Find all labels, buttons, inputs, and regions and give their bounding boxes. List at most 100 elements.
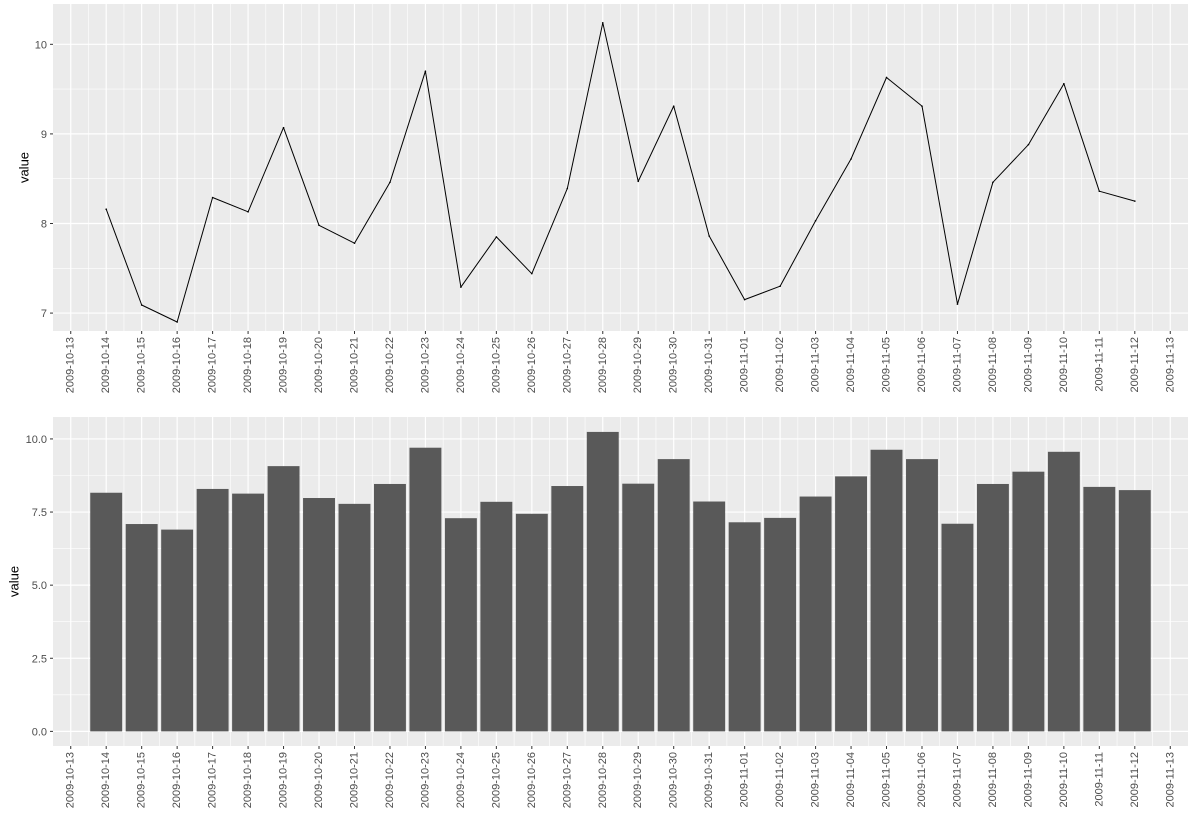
- bar-x-tick-label: 2009-10-27: [561, 752, 573, 808]
- bar-x-tick-label: 2009-11-01: [739, 752, 751, 807]
- line-x-axis: 2009-10-13 2009-10-14 2009-10-15 2009-10-16…: [65, 331, 1176, 393]
- bar-x-tick-label: 2009-11-10: [1058, 752, 1070, 807]
- line-x-tick-label: 2009-10-17: [207, 337, 219, 393]
- line-x-tick-label: 2009-10-13: [65, 337, 77, 393]
- bar-2009-11-09: [1012, 471, 1045, 732]
- bar-y-axis: 0.0 2.5 5.0 7.5 10.0: [26, 434, 53, 738]
- line-x-tick-label: 2009-10-30: [668, 337, 680, 393]
- bar-2009-11-10: [1047, 451, 1080, 732]
- line-point-2009-10-14: [105, 208, 108, 210]
- line-x-tick-label: 2009-10-19: [278, 337, 290, 393]
- bar-x-tick-label: 2009-11-08: [987, 752, 999, 807]
- bar-x-tick-label: 2009-10-31: [703, 752, 715, 808]
- line-points: [105, 22, 1136, 323]
- line-point-2009-11-09: [1027, 143, 1030, 146]
- line-x-tick-label: 2009-10-16: [171, 337, 183, 393]
- line-point-2009-10-16: [176, 321, 178, 323]
- bar-x-tick-label: 2009-10-17: [207, 752, 219, 808]
- line-point-2009-10-20: [318, 224, 320, 227]
- line-x-tick-label: 2009-11-12: [1129, 337, 1141, 392]
- bar-2009-10-21: [338, 503, 371, 732]
- line-y-tick-label: 7: [41, 308, 47, 320]
- bar-2009-11-01: [728, 522, 761, 732]
- bar-2009-11-07: [941, 523, 974, 732]
- line-x-tick-label: 2009-11-01: [739, 337, 751, 392]
- line-point-2009-10-27: [566, 187, 569, 190]
- line-point-2009-10-15: [140, 304, 143, 306]
- line-x-tick-label: 2009-10-23: [419, 337, 431, 393]
- line-x-tick-label: 2009-10-22: [384, 337, 396, 393]
- bar-x-tick-label: 2009-10-21: [348, 752, 360, 808]
- bar-2009-10-15: [125, 524, 158, 732]
- bar-2009-11-12: [1118, 490, 1151, 732]
- line-y-tick-label: 9: [41, 129, 47, 141]
- bar-x-tick-label: 2009-10-24: [455, 752, 467, 808]
- line-point-2009-10-21: [353, 242, 356, 245]
- line-x-tick-label: 2009-10-15: [136, 337, 148, 393]
- bar-x-tick-label: 2009-11-05: [881, 752, 893, 807]
- line-x-tick-label: 2009-11-10: [1058, 337, 1070, 392]
- line-point-2009-11-11: [1098, 190, 1101, 193]
- bar-2009-10-18: [232, 493, 265, 732]
- bar-x-tick-label: 2009-11-07: [951, 752, 963, 807]
- line-x-tick-label: 2009-11-02: [774, 337, 786, 392]
- bar-2009-10-24: [444, 518, 477, 732]
- bar-x-tick-label: 2009-10-23: [419, 752, 431, 808]
- bar-2009-10-28: [586, 431, 619, 732]
- line-x-tick-label: 2009-10-18: [242, 337, 254, 393]
- line-x-tick-label: 2009-10-31: [703, 337, 715, 393]
- bar-x-tick-label: 2009-11-02: [774, 752, 786, 807]
- bar-2009-10-14: [90, 492, 123, 732]
- bar-x-tick-label: 2009-10-19: [278, 752, 290, 808]
- line-point-2009-11-07: [956, 303, 959, 305]
- bar-x-tick-label: 2009-11-11: [1093, 752, 1105, 807]
- bar-2009-11-02: [764, 517, 797, 732]
- bar-x-tick-label: 2009-10-13: [65, 752, 77, 808]
- bar-2009-10-23: [409, 447, 442, 732]
- bar-y-axis-title: value: [7, 566, 22, 597]
- bar-x-tick-label: 2009-10-20: [313, 752, 325, 808]
- line-point-2009-10-28: [601, 22, 604, 24]
- line-x-tick-label: 2009-10-26: [526, 337, 538, 393]
- line-point-2009-10-22: [389, 181, 391, 184]
- bar-2009-11-06: [906, 459, 938, 732]
- line-point-2009-11-02: [779, 285, 781, 288]
- bar-x-tick-label: 2009-11-09: [1022, 752, 1034, 807]
- bar-y-tick-label: 7.5: [32, 507, 47, 519]
- bar-x-tick-label: 2009-10-28: [597, 752, 609, 808]
- bar-2009-10-19: [267, 466, 300, 732]
- bar-y-tick-label: 10.0: [26, 434, 47, 446]
- line-point-2009-10-23: [424, 70, 427, 72]
- line-point-2009-11-01: [743, 298, 746, 301]
- line-point-2009-11-03: [814, 220, 817, 222]
- line-y-tick-label: 8: [41, 218, 47, 230]
- bar-2009-11-03: [799, 496, 832, 732]
- line-x-tick-label: 2009-10-29: [632, 337, 644, 393]
- bar-2009-11-11: [1083, 486, 1116, 732]
- line-y-axis: 7 8 9 10: [35, 39, 53, 320]
- bar-2009-10-26: [515, 513, 548, 732]
- line-x-tick-label: 2009-11-03: [810, 337, 822, 392]
- line-x-tick-label: 2009-11-11: [1093, 337, 1105, 392]
- bar-2009-11-08: [976, 483, 1009, 732]
- line-point-2009-10-19: [282, 126, 285, 129]
- line-y-tick-label: 10: [35, 39, 47, 51]
- bar-x-tick-label: 2009-11-12: [1129, 752, 1141, 807]
- bar-x-tick-label: 2009-10-30: [668, 752, 680, 808]
- bar-x-tick-label: 2009-10-15: [136, 752, 148, 808]
- bar-x-tick-label: 2009-10-29: [632, 752, 644, 808]
- line-x-tick-label: 2009-10-14: [100, 337, 112, 393]
- line-x-tick-label: 2009-10-27: [561, 337, 573, 393]
- line-point-2009-10-26: [531, 272, 533, 275]
- line-point-2009-11-05: [885, 76, 888, 79]
- line-point-2009-10-24: [460, 286, 462, 288]
- line-x-tick-label: 2009-11-06: [916, 337, 928, 392]
- line-point-2009-10-29: [637, 180, 640, 183]
- bar-y-tick-label: 0.0: [32, 726, 47, 738]
- bar-2009-10-20: [303, 498, 335, 732]
- bar-y-tick-label: 5.0: [32, 580, 47, 592]
- bar-x-tick-label: 2009-11-13: [1164, 752, 1176, 807]
- bar-x-tick-label: 2009-10-22: [384, 752, 396, 808]
- line-x-tick-label: 2009-11-13: [1164, 337, 1176, 392]
- bar-x-tick-label: 2009-10-26: [526, 752, 538, 808]
